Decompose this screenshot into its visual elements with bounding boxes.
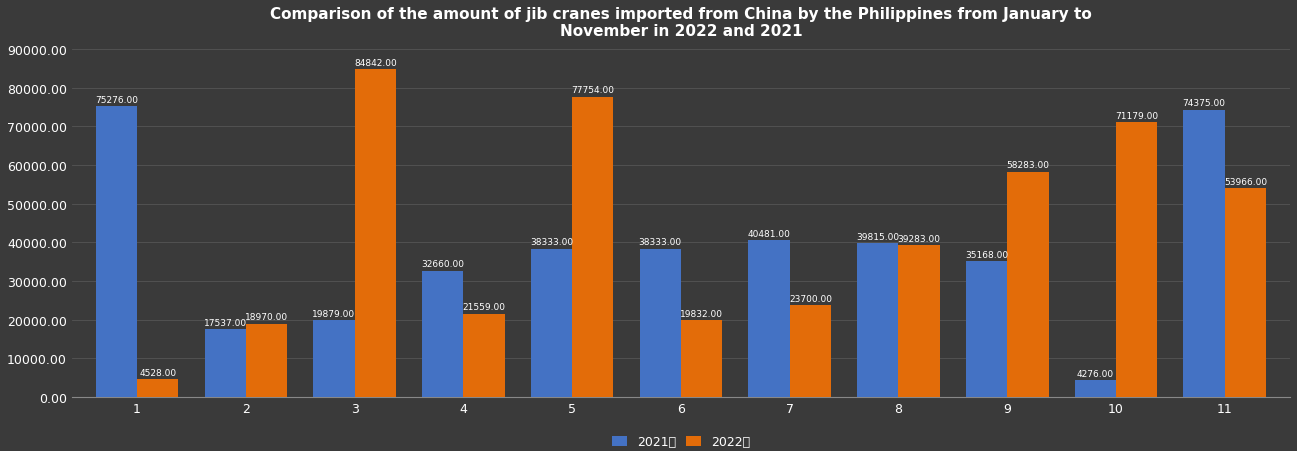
Title: Comparison of the amount of jib cranes imported from China by the Philippines fr: Comparison of the amount of jib cranes i…: [270, 7, 1092, 39]
Bar: [314, 320, 354, 397]
Text: 35168.00: 35168.00: [965, 250, 1008, 259]
Text: 4528.00: 4528.00: [139, 368, 176, 377]
Text: 19879.00: 19879.00: [313, 309, 355, 318]
Bar: [246, 324, 287, 397]
Text: 23700.00: 23700.00: [789, 294, 831, 303]
Text: 39815.00: 39815.00: [856, 232, 899, 241]
Text: 17537.00: 17537.00: [204, 318, 246, 327]
Bar: [966, 262, 1008, 397]
Text: 21559.00: 21559.00: [463, 303, 506, 312]
Text: 4276.00: 4276.00: [1077, 369, 1114, 378]
Bar: [463, 314, 505, 397]
Text: 38333.00: 38333.00: [530, 238, 573, 247]
Bar: [681, 321, 722, 397]
Legend: 2021年, 2022年: 2021年, 2022年: [607, 430, 755, 451]
Bar: [790, 306, 831, 397]
Bar: [1008, 172, 1048, 397]
Bar: [857, 244, 899, 397]
Text: 74375.00: 74375.00: [1183, 99, 1226, 108]
Text: 58283.00: 58283.00: [1006, 161, 1049, 170]
Bar: [354, 70, 396, 397]
Text: 32660.00: 32660.00: [422, 260, 464, 269]
Bar: [639, 249, 681, 397]
Bar: [1224, 189, 1266, 397]
Text: 53966.00: 53966.00: [1224, 178, 1267, 187]
Bar: [422, 271, 463, 397]
Bar: [1075, 380, 1115, 397]
Bar: [96, 107, 137, 397]
Bar: [205, 329, 246, 397]
Bar: [572, 97, 613, 397]
Text: 38333.00: 38333.00: [638, 238, 682, 247]
Text: 40481.00: 40481.00: [747, 230, 790, 239]
Bar: [899, 245, 940, 397]
Text: 19832.00: 19832.00: [680, 309, 724, 318]
Text: 18970.00: 18970.00: [245, 313, 288, 322]
Bar: [530, 249, 572, 397]
Text: 75276.00: 75276.00: [95, 96, 137, 105]
Bar: [137, 379, 179, 397]
Bar: [1183, 110, 1224, 397]
Bar: [1115, 123, 1157, 397]
Bar: [748, 241, 790, 397]
Text: 84842.00: 84842.00: [354, 59, 397, 68]
Text: 39283.00: 39283.00: [898, 234, 940, 243]
Text: 71179.00: 71179.00: [1115, 111, 1158, 120]
Text: 77754.00: 77754.00: [571, 86, 615, 95]
